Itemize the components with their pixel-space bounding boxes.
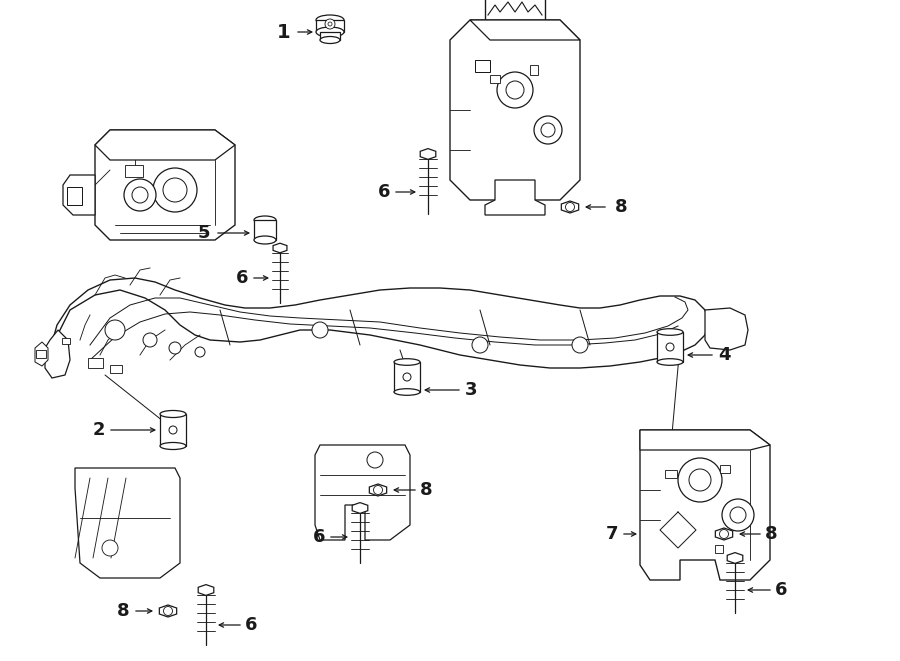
Bar xyxy=(316,20,344,32)
Text: 8: 8 xyxy=(420,481,433,499)
Circle shape xyxy=(666,343,674,351)
Circle shape xyxy=(689,469,711,491)
Polygon shape xyxy=(640,430,770,580)
Polygon shape xyxy=(485,180,545,215)
Circle shape xyxy=(678,458,722,502)
Polygon shape xyxy=(273,243,287,253)
Polygon shape xyxy=(198,584,214,596)
Bar xyxy=(88,358,103,368)
Circle shape xyxy=(506,81,524,99)
Ellipse shape xyxy=(394,389,420,395)
Polygon shape xyxy=(369,484,387,496)
Circle shape xyxy=(169,342,181,354)
Circle shape xyxy=(195,347,205,357)
Bar xyxy=(530,65,538,75)
Ellipse shape xyxy=(320,36,340,44)
Ellipse shape xyxy=(394,359,420,366)
Circle shape xyxy=(164,607,173,615)
Bar xyxy=(394,362,420,392)
Circle shape xyxy=(730,507,746,523)
Circle shape xyxy=(105,320,125,340)
Circle shape xyxy=(722,499,754,531)
Circle shape xyxy=(312,322,328,338)
Polygon shape xyxy=(727,553,742,563)
Bar xyxy=(125,165,143,177)
Text: 7: 7 xyxy=(606,525,618,543)
Text: 6: 6 xyxy=(312,528,325,546)
Text: 3: 3 xyxy=(465,381,478,399)
Circle shape xyxy=(102,540,118,556)
Circle shape xyxy=(143,333,157,347)
Circle shape xyxy=(403,373,411,381)
Polygon shape xyxy=(95,130,235,240)
Bar xyxy=(475,60,490,72)
Ellipse shape xyxy=(657,329,683,335)
Bar xyxy=(665,470,677,478)
Polygon shape xyxy=(35,342,48,366)
Text: 1: 1 xyxy=(276,22,290,42)
Text: 6: 6 xyxy=(377,183,390,201)
Polygon shape xyxy=(50,278,708,370)
Polygon shape xyxy=(45,330,70,378)
Polygon shape xyxy=(450,20,580,200)
Polygon shape xyxy=(315,445,410,540)
Bar xyxy=(110,365,122,373)
Text: 6: 6 xyxy=(775,581,788,599)
Polygon shape xyxy=(352,502,368,514)
Ellipse shape xyxy=(254,216,276,224)
Circle shape xyxy=(541,123,555,137)
Circle shape xyxy=(572,337,588,353)
Circle shape xyxy=(497,72,533,108)
Bar xyxy=(490,75,500,83)
Text: 4: 4 xyxy=(718,346,731,364)
Ellipse shape xyxy=(657,359,683,366)
Bar xyxy=(320,32,340,40)
Circle shape xyxy=(367,452,383,468)
Ellipse shape xyxy=(160,442,186,449)
Circle shape xyxy=(374,485,382,494)
Text: 8: 8 xyxy=(615,198,627,216)
Polygon shape xyxy=(705,308,748,350)
Circle shape xyxy=(328,22,332,26)
Text: 6: 6 xyxy=(236,269,248,287)
Bar xyxy=(715,545,723,553)
Circle shape xyxy=(153,168,197,212)
Ellipse shape xyxy=(160,410,186,418)
Circle shape xyxy=(719,529,728,539)
Circle shape xyxy=(565,202,574,212)
Ellipse shape xyxy=(254,236,276,244)
Ellipse shape xyxy=(316,27,344,37)
Circle shape xyxy=(534,116,562,144)
Polygon shape xyxy=(159,605,176,617)
Bar xyxy=(36,350,46,358)
Bar xyxy=(160,414,186,446)
Polygon shape xyxy=(640,430,770,450)
Text: 6: 6 xyxy=(245,616,257,634)
Circle shape xyxy=(325,19,335,29)
Text: 8: 8 xyxy=(765,525,778,543)
Polygon shape xyxy=(562,201,579,213)
Polygon shape xyxy=(716,528,733,540)
Circle shape xyxy=(472,337,488,353)
Bar xyxy=(62,338,70,344)
Bar xyxy=(67,187,82,205)
Polygon shape xyxy=(470,20,580,40)
Bar xyxy=(720,465,730,473)
Circle shape xyxy=(124,179,156,211)
Circle shape xyxy=(163,178,187,202)
Text: 8: 8 xyxy=(117,602,130,620)
Text: 2: 2 xyxy=(93,421,105,439)
Circle shape xyxy=(132,187,148,203)
Bar xyxy=(657,332,683,362)
Text: 5: 5 xyxy=(197,224,210,242)
Polygon shape xyxy=(63,175,95,215)
Ellipse shape xyxy=(316,15,344,25)
Circle shape xyxy=(169,426,177,434)
Polygon shape xyxy=(420,149,436,159)
Polygon shape xyxy=(95,130,235,160)
Bar xyxy=(254,220,276,240)
Polygon shape xyxy=(75,468,180,578)
